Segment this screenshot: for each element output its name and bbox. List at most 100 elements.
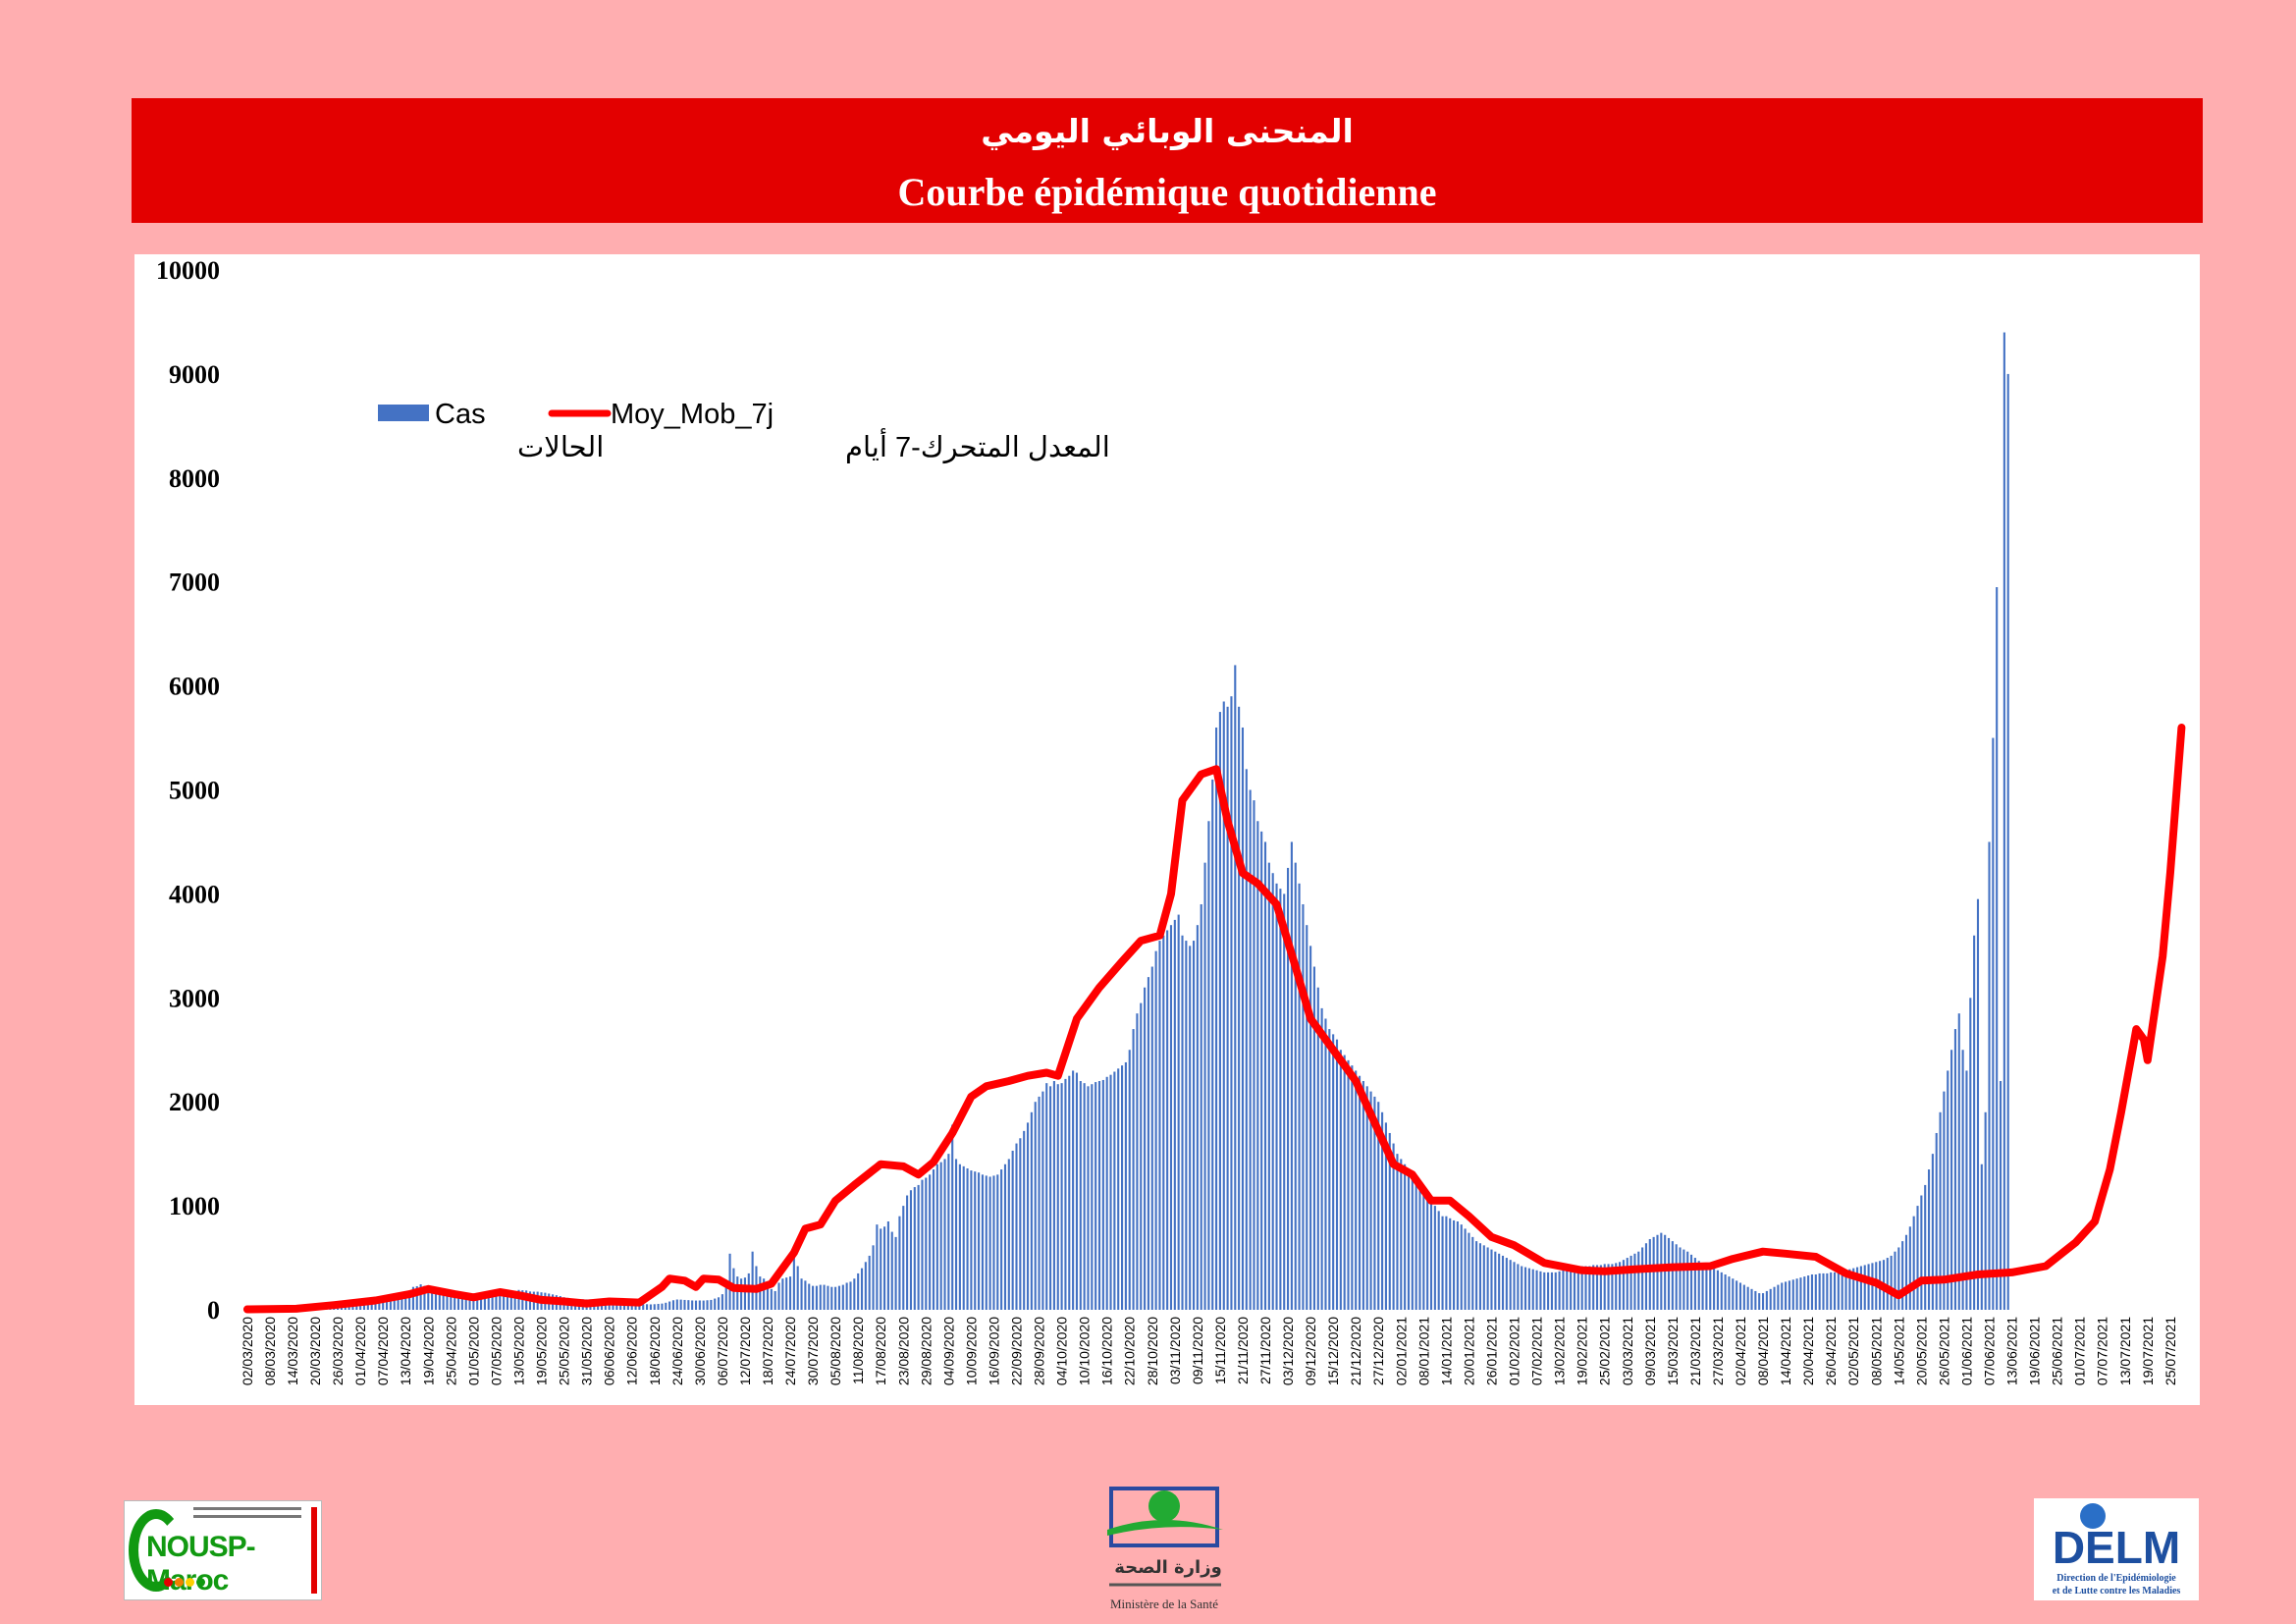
case-bar (634, 1303, 637, 1310)
x-tick-label: 09/11/2020 (1190, 1317, 1205, 1384)
x-tick-label: 13/02/2021 (1552, 1317, 1568, 1385)
case-bar (876, 1224, 879, 1310)
case-bar (812, 1285, 815, 1310)
chart-panel: 0 1000 2000 3000 4000 5000 6000 7000 8000 9000 100… (134, 254, 2200, 1405)
case-bar (1328, 1029, 1331, 1310)
case-bar (657, 1303, 660, 1310)
x-tick-label: 13/05/2020 (510, 1317, 526, 1385)
case-bar (1150, 966, 1153, 1310)
x-tick-label: 14/04/2021 (1778, 1317, 1793, 1385)
x-tick-label: 08/04/2021 (1755, 1317, 1771, 1385)
case-bar (1943, 1091, 1946, 1310)
case-bar (1000, 1169, 1003, 1310)
case-bar (1761, 1293, 1765, 1310)
case-bar (499, 1294, 502, 1310)
case-bar (694, 1300, 698, 1310)
case-bar (1732, 1278, 1735, 1310)
x-tick-label: 21/12/2020 (1348, 1317, 1363, 1385)
case-bar (1007, 1159, 1010, 1310)
case-bar (1505, 1258, 1508, 1310)
case-bar (1253, 800, 1255, 1310)
case-bar (679, 1299, 682, 1310)
case-bar (1527, 1268, 1530, 1310)
x-tick-label: 25/06/2021 (2050, 1317, 2065, 1385)
case-bar (1400, 1159, 1403, 1310)
case-bar (1961, 1050, 1964, 1310)
x-tick-label: 08/05/2021 (1868, 1317, 1884, 1385)
case-bar (1810, 1273, 1814, 1310)
x-tick-label: 19/02/2021 (1575, 1317, 1590, 1385)
case-bar (921, 1179, 924, 1311)
x-tick-label: 19/04/2020 (420, 1317, 436, 1385)
case-bar (1656, 1234, 1659, 1310)
case-bar (1019, 1138, 1022, 1310)
case-bar (1095, 1082, 1097, 1310)
case-bar (974, 1171, 977, 1310)
x-tick-label: 23/08/2020 (895, 1317, 911, 1385)
case-bar (1523, 1267, 1527, 1310)
y-tick-label: 5000 (169, 777, 220, 805)
case-bar (1275, 883, 1278, 1310)
case-bar (1554, 1272, 1557, 1310)
case-bar (1441, 1216, 1444, 1310)
case-bar (943, 1159, 946, 1310)
case-bar (1573, 1267, 1576, 1310)
case-bar (385, 1296, 389, 1310)
case-bar (1249, 789, 1252, 1310)
x-tick-label: 10/10/2020 (1077, 1317, 1093, 1385)
case-bar (1365, 1086, 1368, 1310)
x-tick-label: 27/12/2020 (1370, 1317, 1386, 1385)
case-bar (1211, 779, 1214, 1310)
case-bar (913, 1187, 916, 1310)
y-tick-label: 3000 (169, 984, 220, 1012)
case-bar (1558, 1271, 1561, 1310)
case-bar (1218, 712, 1221, 1310)
case-bar (958, 1164, 961, 1310)
case-bar (1486, 1247, 1489, 1310)
case-bar (1513, 1262, 1516, 1310)
case-bar (1468, 1232, 1470, 1310)
case-bar (1984, 1111, 1987, 1310)
case-bar (932, 1169, 935, 1310)
case-bar (1260, 831, 1263, 1310)
x-tick-label: 02/04/2021 (1733, 1317, 1748, 1385)
case-bar (1362, 1081, 1364, 1310)
case-bar (691, 1300, 694, 1310)
x-tick-label: 17/08/2020 (873, 1317, 888, 1385)
case-bar (1166, 930, 1169, 1310)
case-bar (1189, 946, 1192, 1310)
x-tick-label: 18/06/2020 (647, 1317, 663, 1385)
case-bar (1738, 1282, 1742, 1310)
case-bar (1482, 1245, 1485, 1310)
case-bar (1863, 1265, 1866, 1310)
case-bar (1833, 1272, 1837, 1310)
case-bar (1411, 1174, 1414, 1310)
case-bar (962, 1165, 965, 1310)
case-bar (777, 1282, 780, 1310)
x-tick-label: 04/09/2020 (940, 1317, 956, 1385)
case-bar (1392, 1143, 1395, 1310)
case-bar (1648, 1238, 1651, 1310)
case-bar (1332, 1034, 1335, 1310)
case-bar (740, 1278, 743, 1310)
case-bar (1671, 1241, 1674, 1310)
case-bar (1060, 1083, 1063, 1310)
case-bar (1437, 1211, 1440, 1310)
case-bar (1320, 1007, 1323, 1310)
case-bar (1245, 769, 1248, 1310)
case-bar (1490, 1249, 1493, 1310)
case-bar (1097, 1081, 1101, 1310)
case-bar (1196, 925, 1199, 1310)
case-bar (1041, 1091, 1044, 1310)
case-bar (951, 1124, 954, 1310)
case-bar (1324, 1018, 1327, 1310)
x-tick-label: 20/01/2021 (1461, 1317, 1476, 1385)
case-bar (1003, 1164, 1007, 1310)
case-bar (1920, 1195, 1923, 1310)
case-bar (1169, 925, 1173, 1310)
case-bar (1894, 1251, 1896, 1310)
x-tick-label: 14/01/2021 (1438, 1317, 1454, 1385)
case-bar (724, 1286, 727, 1310)
case-bar (830, 1286, 833, 1310)
case-bar (1837, 1272, 1840, 1310)
